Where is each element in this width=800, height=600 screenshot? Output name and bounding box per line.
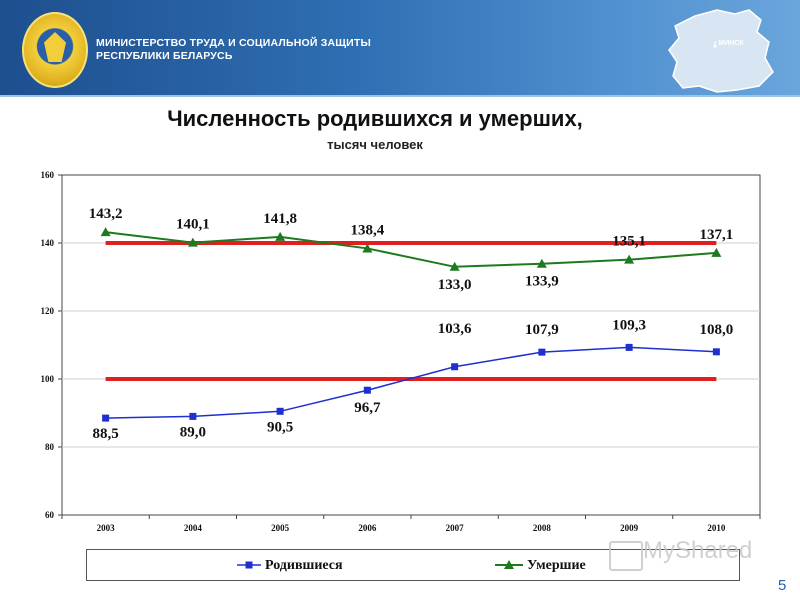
series-line-born — [105, 346, 717, 419]
y-tick-label: 140 — [41, 238, 55, 248]
data-label-died: 133,9 — [525, 274, 559, 290]
y-tick-label: 80 — [45, 442, 55, 452]
x-tick-label: 2005 — [271, 523, 290, 533]
data-point-born — [712, 348, 720, 356]
ministry-name-line1: МИНИСТЕРСТВО ТРУДА И СОЦИАЛЬНОЙ ЗАЩИТЫ — [96, 37, 372, 49]
x-tick-label: 2004 — [184, 523, 203, 533]
legend-label-died: Умершие — [527, 558, 586, 573]
data-label-died: 138,4 — [351, 222, 385, 238]
data-label-died: 140,1 — [176, 217, 210, 233]
x-tick-label: 2003 — [97, 523, 116, 533]
x-tick-label: 2008 — [533, 523, 552, 533]
data-point-died — [449, 261, 460, 271]
data-point-born — [451, 363, 459, 371]
header-divider — [0, 95, 800, 97]
data-point-born — [276, 407, 284, 415]
chart-title: Численность родившихся и умерших, — [167, 106, 583, 131]
x-tick-label: 2006 — [358, 523, 377, 533]
data-point-born — [102, 414, 110, 422]
watermark-text: MyShared — [607, 537, 752, 565]
ministry-name-line2: РЕСПУБЛИКИ БЕЛАРУСЬ — [96, 50, 233, 62]
y-tick-label: 60 — [45, 510, 55, 520]
data-point-died — [711, 247, 722, 257]
data-label-died: 137,1 — [700, 227, 734, 243]
page-number: 5 — [778, 577, 787, 594]
x-tick-label: 2007 — [446, 523, 465, 533]
data-point-born — [625, 343, 633, 351]
header-banner: МИНИСТЕРСТВО ТРУДА И СОЦИАЛЬНОЙ ЗАЩИТЫ Р… — [0, 0, 800, 97]
data-label-born: 103,6 — [438, 321, 472, 337]
data-point-died — [187, 237, 198, 247]
data-point-born — [363, 386, 371, 394]
chart-subtitle: тысяч человек — [327, 137, 423, 152]
y-tick-label: 100 — [41, 374, 55, 384]
ministry-emblem-icon — [22, 12, 88, 88]
series-line-died — [105, 231, 717, 268]
belarus-map-icon — [668, 9, 774, 93]
data-label-died: 141,8 — [263, 211, 297, 227]
data-point-died — [362, 243, 373, 253]
watermark-icon — [609, 541, 643, 571]
ministry-name: МИНИСТЕРСТВО ТРУДА И СОЦИАЛЬНОЙ ЗАЩИТЫ Р… — [96, 37, 371, 63]
data-label-born: 90,5 — [267, 419, 293, 435]
data-label-born: 96,7 — [354, 400, 381, 416]
x-tick-label: 2010 — [707, 523, 726, 533]
data-label-born: 88,5 — [93, 426, 119, 442]
map-city-label: • МИНСК — [714, 40, 744, 47]
data-label-born: 108,0 — [700, 322, 734, 338]
x-tick-label: 2009 — [620, 523, 639, 533]
data-label-born: 107,9 — [525, 322, 559, 338]
watermark-label: MyShared — [643, 537, 753, 564]
data-label-born: 109,3 — [612, 317, 646, 333]
data-label-born: 89,0 — [180, 424, 206, 440]
data-point-died — [275, 231, 286, 241]
legend-label-born: Родившиеся — [265, 558, 343, 573]
data-point-died — [100, 227, 111, 237]
data-point-died — [624, 254, 635, 264]
legend-swatch-died — [495, 560, 523, 569]
data-point-died — [536, 258, 547, 268]
y-tick-label: 120 — [41, 306, 55, 316]
legend-swatch-born — [237, 561, 261, 569]
data-label-died: 143,2 — [89, 206, 123, 222]
y-tick-label: 160 — [41, 170, 55, 180]
data-label-died: 133,0 — [438, 277, 472, 293]
emblem-shield-icon — [44, 32, 66, 62]
chart-legend: Родившиеся Умершие — [86, 549, 740, 581]
data-point-born — [189, 412, 197, 420]
data-label-died: 135,1 — [612, 234, 646, 250]
data-point-born — [538, 348, 546, 356]
plot-area — [61, 174, 761, 516]
